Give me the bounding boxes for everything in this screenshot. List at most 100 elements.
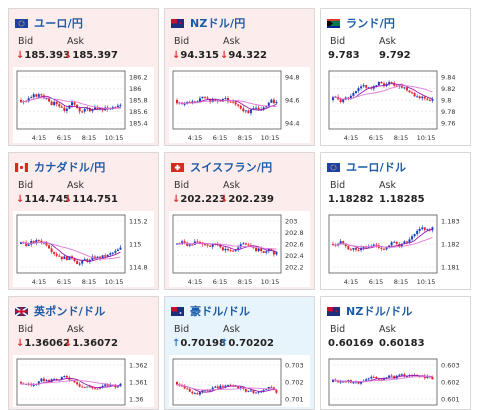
candle-body <box>20 100 22 103</box>
moving-average-long-line <box>176 242 277 250</box>
candle-body <box>400 374 403 376</box>
bid-value: 0.60169 <box>328 338 374 349</box>
candle-body <box>183 241 186 243</box>
candle-body <box>42 378 45 381</box>
rate-card[interactable]: ランド/円 Bid Ask 9.783 9.792 9.84 9.82 9.8 9.78 9.76… <box>320 8 471 146</box>
x-tick-label: 4:15 <box>32 278 47 286</box>
candle-body <box>201 390 204 393</box>
ask-value-text: 202.239 <box>228 194 274 205</box>
candle-body <box>196 101 199 103</box>
ask-value: ↓114.751 <box>64 194 118 205</box>
currency-pair-link[interactable]: ユーロ/円 <box>34 17 84 30</box>
card-title-row: ユーロ/ドル <box>327 159 406 175</box>
price-chart[interactable]: 115.2 115 114.8 4:15 6:15 8:15 10:15 <box>13 211 154 287</box>
candle-body <box>227 248 229 251</box>
currency-pair-link[interactable]: NZドル/円 <box>190 17 246 30</box>
candle-body <box>265 105 268 108</box>
candle-body <box>35 240 38 244</box>
currency-pair-link[interactable]: 英ポンド/ドル <box>34 305 106 318</box>
x-tick-label: 6:15 <box>213 134 228 142</box>
candle-body <box>270 99 273 103</box>
candle-body <box>229 101 232 103</box>
candle-body <box>411 236 414 240</box>
price-chart[interactable]: 1.362 1.361 1.36 <box>13 355 154 407</box>
card-title-row: NZドル/円 <box>171 15 245 31</box>
down-arrow-icon: ↓ <box>16 50 25 61</box>
price-chart[interactable]: 0.603 0.602 0.601 <box>325 355 466 407</box>
ask-label: Ask <box>223 36 240 47</box>
rate-card[interactable]: 英ポンド/ドル Bid Ask ↓1.36062 ↓1.36072 1.362 1.361 1… <box>8 296 159 410</box>
ask-label: Ask <box>67 324 84 335</box>
candle-body <box>388 82 391 84</box>
ask-value-text: 185.397 <box>72 50 118 61</box>
candle-body <box>206 97 209 99</box>
candle-body <box>383 248 385 250</box>
price-chart[interactable]: 203 202.8 202.6 202.4 202.2 4:15 6:15 8:15 10:15 <box>169 211 310 287</box>
x-tick-label: 10:15 <box>417 134 436 142</box>
x-tick-label: 10:15 <box>417 278 436 286</box>
rate-card[interactable]: カナダドル/円 Bid Ask ↓114.745 ↓114.751 115.2 115 114… <box>8 152 159 290</box>
y-tick-label: 186 <box>129 85 141 93</box>
candlestick-chart-svg: 94.8 94.6 94.4 4:15 6:15 8:15 10:15 <box>172 70 299 142</box>
candle-body <box>116 249 119 251</box>
candle-body <box>63 107 66 111</box>
candle-body <box>255 392 258 394</box>
currency-pair-link[interactable]: カナダドル/円 <box>34 161 106 174</box>
rate-card[interactable]: NZドル/円 Bid Ask ↓94.315 ↓94.322 94.8 94.6 94.4 4:… <box>164 8 315 146</box>
price-chart[interactable]: 1.183 1.182 1.181 4:15 6:15 8:15 10:15 <box>325 211 466 287</box>
y-tick-label: 115 <box>129 241 141 249</box>
ask-value: ↓202.239 <box>220 194 274 205</box>
candle-body <box>232 101 235 103</box>
candle-body <box>365 379 368 381</box>
candle-body <box>339 381 342 383</box>
rate-card[interactable]: スイスフラン/円 Bid Ask ↓202.223 ↓202.239 203 202.8 20… <box>164 152 315 290</box>
bid-value: 1.18282 <box>328 194 374 205</box>
candle-body <box>224 248 227 251</box>
rate-card[interactable]: NZドル/ドル Bid Ask 0.60169 0.60183 0.603 0.602 0.6… <box>320 296 471 410</box>
candle-body <box>68 256 71 260</box>
x-tick-label: 8:15 <box>82 134 97 142</box>
candle-body <box>260 248 263 252</box>
price-chart[interactable]: 9.84 9.82 9.8 9.78 9.76 4:15 6:15 8:15 10:15 <box>325 67 466 143</box>
x-tick-label: 10:15 <box>261 278 280 286</box>
candle-body <box>20 382 22 384</box>
bid-value-text: 1.18282 <box>328 194 374 205</box>
gb-us-flag-icon <box>15 306 28 316</box>
rate-card[interactable]: ユーロ/円 Bid Ask ↓185.393 ↓185.397 186.2 186 185.8… <box>8 8 159 146</box>
price-chart[interactable]: 186.2 186 185.8 185.6 185.4 4:15 6:15 8:15 10:15 <box>13 67 154 143</box>
ask-value-text: 114.751 <box>72 194 118 205</box>
candle-body <box>347 97 350 99</box>
rate-card[interactable]: 豪ドル/ドル Bid Ask ↑0.70198 ↑0.70202 0.703 0.702 0.… <box>164 296 315 410</box>
y-tick-label: 1.181 <box>441 264 460 272</box>
price-chart[interactable]: 94.8 94.6 94.4 4:15 6:15 8:15 10:15 <box>169 67 310 143</box>
candle-body <box>244 243 247 245</box>
ask-value: 0.60183 <box>379 338 425 349</box>
currency-pair-link[interactable]: NZドル/ドル <box>346 305 413 318</box>
candle-body <box>421 227 424 229</box>
currency-pair-link[interactable]: ユーロ/ドル <box>346 161 407 174</box>
rate-card[interactable]: ユーロ/ドル Bid Ask 1.18282 1.18285 1.183 1.182 1.18… <box>320 152 471 290</box>
candle-body <box>265 251 268 253</box>
currency-pair-link[interactable]: ランド/円 <box>346 17 396 30</box>
candle-body <box>104 255 107 257</box>
x-tick-label: 6:15 <box>369 134 384 142</box>
candle-body <box>111 252 114 254</box>
candle-body <box>403 241 406 244</box>
candle-body <box>421 96 424 99</box>
candle-body <box>247 390 250 392</box>
candle-body <box>352 248 355 250</box>
currency-pair-link[interactable]: 豪ドル/ドル <box>190 305 251 318</box>
ask-value-text: 0.60183 <box>379 338 425 349</box>
price-chart[interactable]: 0.703 0.702 0.701 <box>169 355 310 407</box>
down-arrow-icon: ↓ <box>220 194 229 205</box>
candle-body <box>390 375 393 377</box>
candle-body <box>53 252 56 254</box>
candle-body <box>342 381 345 383</box>
x-tick-label: 4:15 <box>32 134 47 142</box>
candlestick-chart-svg: 0.603 0.602 0.601 <box>328 358 460 406</box>
ask-value: 1.18285 <box>379 194 425 205</box>
bid-label: Bid <box>330 180 346 191</box>
candle-body <box>267 386 270 389</box>
candle-body <box>372 244 375 246</box>
currency-pair-link[interactable]: スイスフラン/円 <box>190 161 273 174</box>
